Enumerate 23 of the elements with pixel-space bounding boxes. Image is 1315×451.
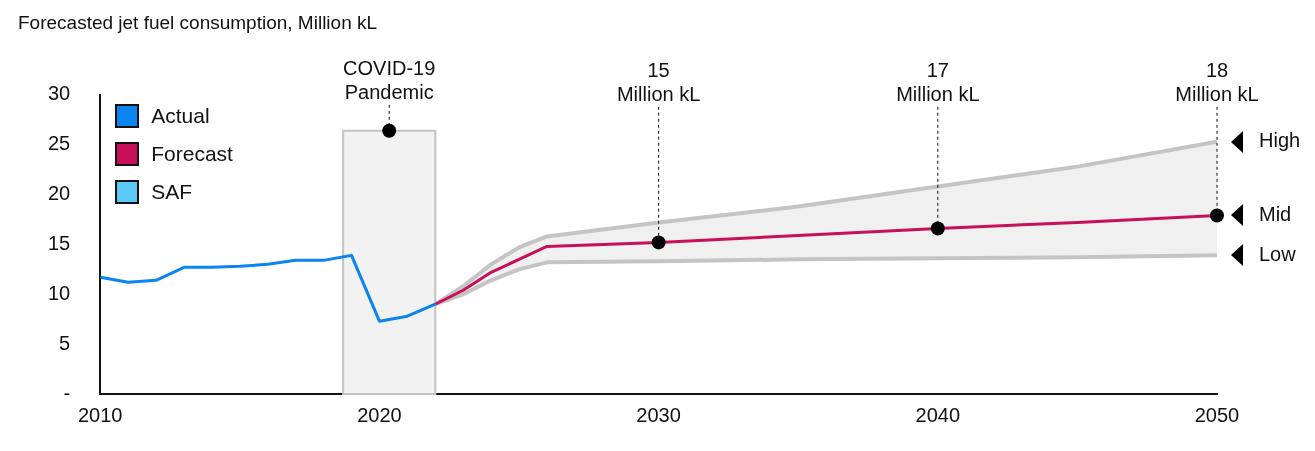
annotation: 15 Million kL [616, 58, 701, 105]
x-tick-label: 2010 [78, 403, 123, 426]
annotation: Mid [1259, 202, 1292, 225]
chart-title: Forecasted jet fuel consumption, Million kL [18, 11, 378, 33]
x-tick-label: 2040 [915, 403, 961, 426]
y-tick-label: 25 [48, 132, 71, 155]
y-tick-label: 30 [48, 82, 71, 105]
y-tick-label: 5 [59, 331, 71, 354]
legend-label: SAF [151, 179, 193, 204]
legend-label: Forecast [151, 141, 233, 166]
x-tick-label: 2020 [357, 403, 402, 426]
y-tick-label: 15 [48, 231, 71, 254]
annotation: 18 Million kL [1175, 58, 1259, 105]
annotation: Low [1259, 242, 1297, 265]
x-tick-label: 2030 [636, 403, 681, 426]
y-tick-label: 10 [48, 281, 71, 304]
band-label: COVID-19 Pandemic [343, 56, 436, 103]
x-tick-label: 2050 [1194, 403, 1240, 426]
y-tick-label: - [63, 381, 71, 404]
annotation: High [1259, 129, 1301, 152]
legend-label: Actual [151, 103, 210, 128]
annotation: 17 Million kL [896, 58, 980, 105]
y-tick-label: 20 [48, 182, 71, 205]
